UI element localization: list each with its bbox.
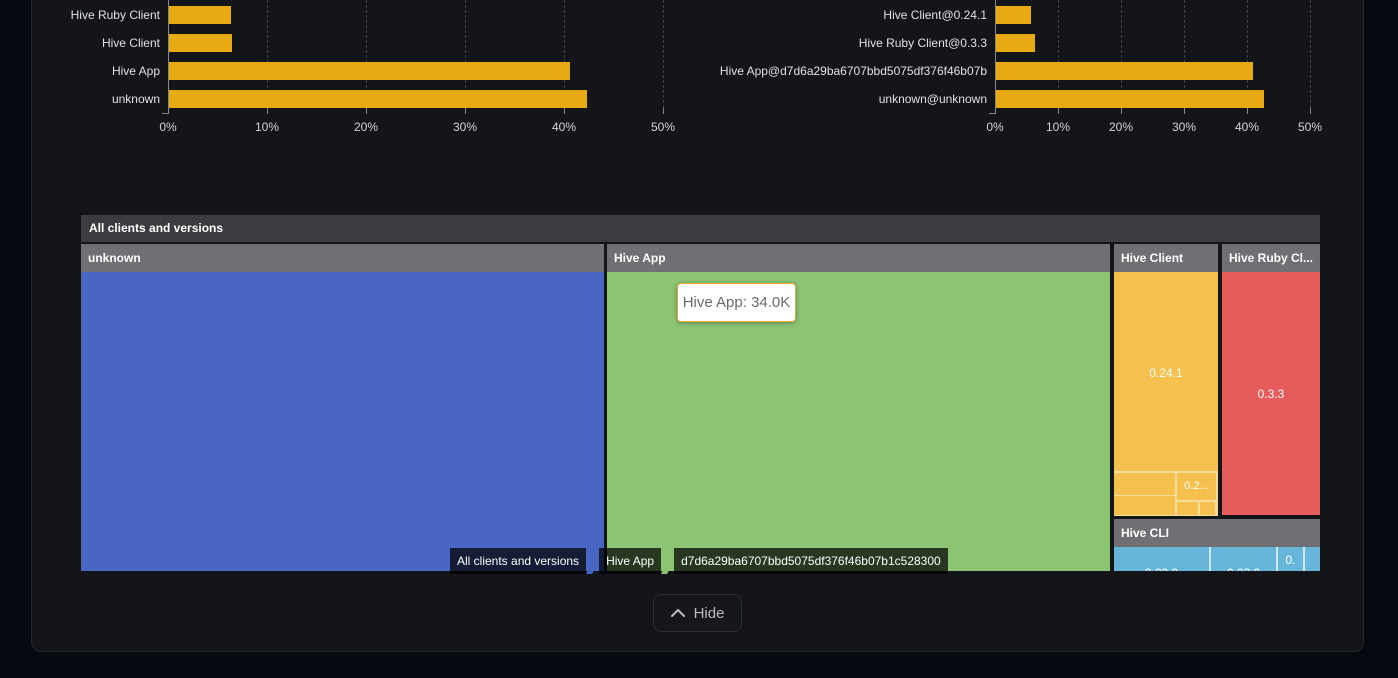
- gridline: [366, 0, 367, 108]
- treemap-node-hive-cli-0x[interactable]: [1278, 547, 1303, 571]
- treemap-node-hive-cli-0230[interactable]: [1211, 547, 1276, 571]
- treemap-header-hive-cli[interactable]: Hive CLI: [1114, 519, 1320, 547]
- treemap-node-label: 0.23.0: [1114, 565, 1209, 571]
- gridline: [267, 0, 268, 108]
- chevron-right-icon: [586, 548, 600, 574]
- category-label: Hive App: [111, 64, 160, 78]
- x-tick-label: 10%: [1045, 120, 1071, 134]
- category-label: Hive Ruby Client: [70, 8, 160, 22]
- x-tick-label: 50%: [650, 120, 676, 134]
- axis-tick: [1247, 108, 1248, 114]
- treemap-breadcrumb: All clients and versions Hive App d7d6a2…: [450, 548, 948, 574]
- treemap-header-unknown[interactable]: unknown: [81, 244, 604, 272]
- category-label: Hive Ruby Client@0.3.3: [858, 36, 987, 50]
- category-label: Hive App@d7d6a29ba6707bbd5075df376f46b07…: [719, 64, 987, 78]
- y-axis-line: [995, 0, 996, 114]
- axis-tick: [366, 108, 367, 114]
- x-tick-label: 40%: [1234, 120, 1260, 134]
- treemap-node-hive-client-minor[interactable]: [1177, 502, 1198, 515]
- bar-hive-client-0241[interactable]: [996, 6, 1032, 24]
- treemap-node-label: 0.23.0: [1211, 565, 1276, 571]
- bar-hive-ruby-client[interactable]: [169, 6, 231, 24]
- category-label: Hive Client: [101, 36, 160, 50]
- breadcrumb-item-hash[interactable]: d7d6a29ba6707bbd5075df376f46b07b1c528300: [674, 548, 948, 574]
- axis-tick: [1121, 108, 1122, 114]
- treemap-title-bar[interactable]: All clients and versions: [81, 215, 1320, 242]
- gridline: [564, 0, 565, 108]
- treemap-header-hive-ruby-client[interactable]: Hive Ruby Cl...: [1222, 244, 1320, 272]
- hide-button-label: Hide: [693, 604, 725, 622]
- breadcrumb-item-hive-app[interactable]: Hive App: [599, 548, 662, 574]
- treemap-node-label: 0.2...: [1184, 480, 1209, 492]
- x-tick-label: 40%: [551, 120, 577, 134]
- axis-tick: [162, 113, 168, 114]
- gridline: [465, 0, 466, 108]
- axis-tick: [989, 113, 995, 114]
- treemap-node-hive-client-0241[interactable]: [1114, 272, 1218, 471]
- axis-tick: [1184, 108, 1185, 114]
- x-tick-label: 10%: [254, 120, 280, 134]
- gridline: [1058, 0, 1059, 108]
- treemap-node-hive-cli-0230[interactable]: [1114, 547, 1209, 571]
- x-tick-label: 20%: [1108, 120, 1134, 134]
- category-label: unknown: [111, 92, 160, 106]
- chevron-right-icon: [661, 548, 675, 574]
- gridline: [1247, 0, 1248, 108]
- treemap-node-hive-client-minor[interactable]: [1114, 496, 1175, 515]
- bar-unknown[interactable]: [169, 90, 587, 108]
- treemap-header-hive-app[interactable]: Hive App: [607, 244, 1110, 272]
- category-label: Hive Client@0.24.1: [883, 8, 987, 22]
- bar-hive-ruby-033[interactable]: [996, 34, 1036, 52]
- chevron-up-icon: [670, 609, 685, 617]
- axis-tick: [267, 108, 268, 114]
- treemap-clients-versions: All clients and versions unknown unknown…: [81, 215, 1320, 571]
- bar-hive-client[interactable]: [169, 34, 233, 52]
- x-tick-label: 0%: [986, 120, 1004, 134]
- treemap-node-hive-client-02x[interactable]: [1177, 473, 1216, 500]
- breadcrumb-item-root[interactable]: All clients and versions: [450, 548, 587, 574]
- bar-unknown-unknown[interactable]: [996, 90, 1264, 108]
- x-tick-label: 30%: [452, 120, 478, 134]
- treemap-header-hive-client[interactable]: Hive Client: [1114, 244, 1218, 272]
- x-tick-label: 20%: [353, 120, 379, 134]
- gridline: [1310, 0, 1311, 108]
- axis-tick: [663, 108, 664, 114]
- axis-tick: [1310, 108, 1311, 114]
- tooltip-text: Hive App: 34.0K: [682, 294, 791, 311]
- gridline: [1184, 0, 1185, 108]
- axis-tick: [564, 108, 565, 114]
- bar-hive-app[interactable]: [169, 62, 570, 80]
- treemap-node-label: 0.: [1285, 553, 1296, 567]
- category-label: unknown@unknown: [878, 92, 987, 106]
- treemap-node-unknown[interactable]: [81, 272, 604, 571]
- treemap-node-label: 0.24.1: [1149, 366, 1183, 380]
- x-tick-label: 0%: [159, 120, 177, 134]
- treemap-node-hive-ruby-033[interactable]: [1222, 272, 1320, 515]
- treemap-node-hive-cli-minor[interactable]: [1305, 547, 1320, 571]
- bar-hive-app-hash[interactable]: [996, 62, 1254, 80]
- tooltip: Hive App: 34.0K: [677, 283, 796, 322]
- gridline: [663, 0, 664, 108]
- hide-button[interactable]: Hide: [653, 594, 742, 632]
- y-axis-line: [168, 0, 169, 114]
- gridline: [1121, 0, 1122, 108]
- treemap-node-hive-client-minor[interactable]: [1114, 473, 1175, 495]
- treemap-node-label: 0.3.3: [1257, 387, 1285, 401]
- x-tick-label: 30%: [1171, 120, 1197, 134]
- axis-tick: [465, 108, 466, 114]
- treemap-node-hive-client-minor[interactable]: [1200, 502, 1215, 515]
- x-tick-label: 50%: [1297, 120, 1323, 134]
- axis-tick: [1058, 108, 1059, 114]
